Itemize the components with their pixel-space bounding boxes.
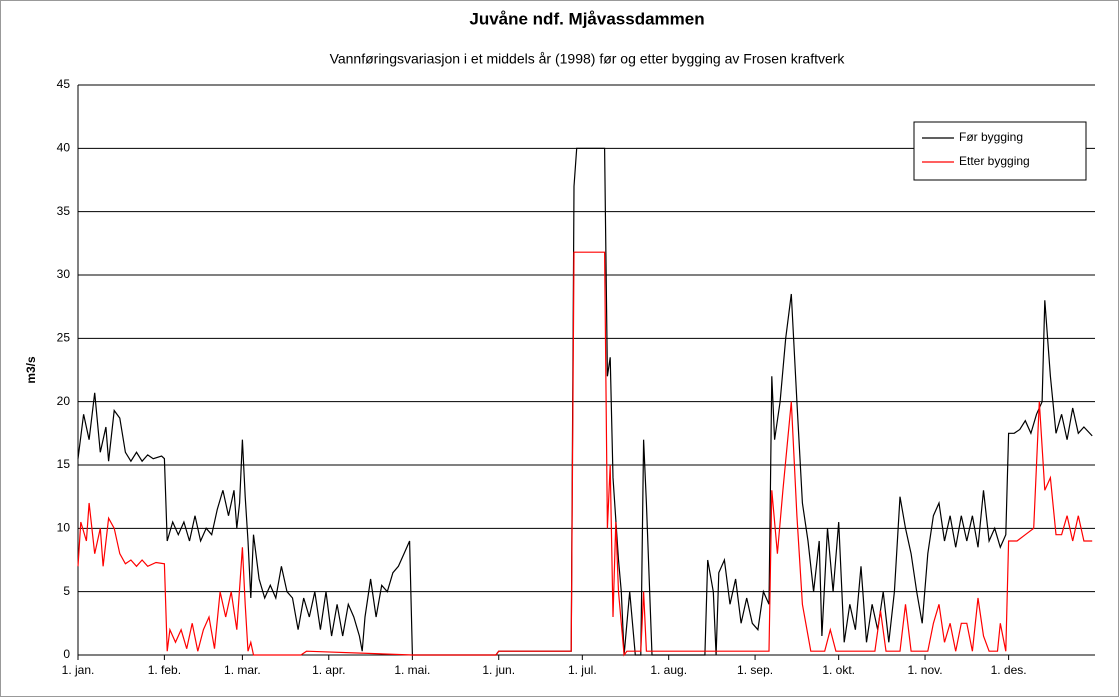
- chart-title: Juvåne ndf. Mjåvassdammen: [469, 9, 704, 28]
- x-tick-label: 1. jul.: [568, 663, 597, 677]
- legend-label: Før bygging: [959, 130, 1023, 144]
- legend-box: [913, 121, 1087, 181]
- y-axis-label: m3/s: [24, 356, 38, 384]
- series-line: [77, 251, 1093, 657]
- y-tick-label: 10: [57, 521, 71, 535]
- x-tick-label: 1. mai.: [394, 663, 430, 677]
- y-tick-label: 0: [63, 647, 70, 661]
- x-tick-label: 1. aug.: [650, 663, 687, 677]
- x-tick-label: 1. jun.: [482, 663, 515, 677]
- x-tick-label: 1. mar.: [224, 663, 261, 677]
- series-line: [77, 147, 1093, 656]
- x-tick-label: 1. jan.: [62, 663, 95, 677]
- x-tick-label: 1. feb.: [148, 663, 181, 677]
- x-tick-label: 1. apr.: [312, 663, 345, 677]
- y-tick-label: 20: [57, 394, 71, 408]
- y-tick-label: 15: [57, 457, 71, 471]
- y-tick-label: 40: [57, 141, 71, 155]
- x-tick-label: 1. okt.: [822, 663, 855, 677]
- y-tick-label: 35: [57, 204, 71, 218]
- x-tick-label: 1. des.: [991, 663, 1027, 677]
- x-tick-label: 1. sep.: [737, 663, 773, 677]
- chart-subtitle: Vannføringsvariasjon i et middels år (19…: [330, 51, 846, 67]
- y-tick-label: 5: [63, 584, 70, 598]
- y-tick-label: 25: [57, 331, 71, 345]
- y-tick-label: 30: [57, 267, 71, 281]
- x-tick-label: 1. nov.: [907, 663, 942, 677]
- y-tick-label: 45: [57, 77, 71, 91]
- legend-label: Etter bygging: [959, 154, 1030, 168]
